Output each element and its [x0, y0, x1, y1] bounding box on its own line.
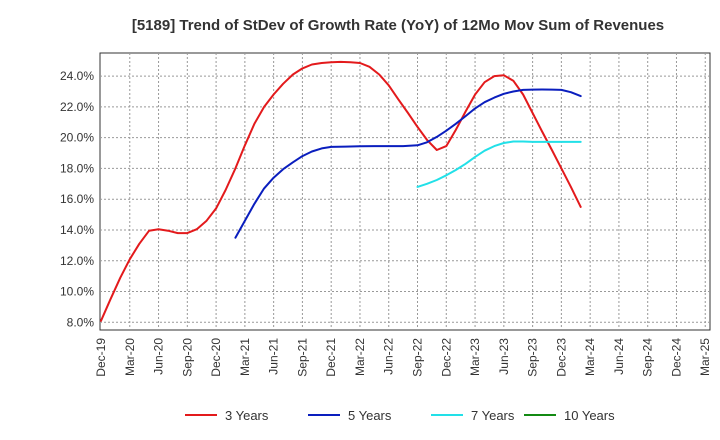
y-tick-label: 12.0%	[60, 254, 94, 268]
series-lines	[100, 60, 582, 322]
x-tick-label: Sep-23	[526, 338, 540, 377]
x-tick-label: Mar-25	[698, 338, 712, 376]
x-tick-label: Mar-23	[468, 338, 482, 376]
x-tick-label: Mar-21	[238, 338, 252, 376]
x-tick-label: Mar-22	[353, 338, 367, 376]
x-tick-label: Jun-21	[267, 338, 281, 375]
grid-lines	[100, 53, 710, 330]
x-tick-label: Jun-23	[497, 338, 511, 375]
y-tick-label: 24.0%	[60, 69, 94, 83]
y-tick-label: 10.0%	[60, 285, 94, 299]
x-tick-label: Dec-21	[324, 338, 338, 377]
x-tick-label: Dec-19	[94, 338, 108, 377]
x-tick-label: Dec-20	[209, 338, 223, 377]
x-tick-label: Jun-24	[612, 338, 626, 375]
legend-label-3-years: 3 Years	[225, 408, 269, 423]
x-tick-label: Jun-20	[152, 338, 166, 375]
x-tick-label: Sep-20	[180, 338, 194, 377]
x-tick-label: Jun-22	[382, 338, 396, 375]
x-tick-label: Mar-20	[123, 338, 137, 376]
y-tick-label: 22.0%	[60, 100, 94, 114]
y-tick-label: 14.0%	[60, 223, 94, 237]
x-tick-label: Dec-22	[439, 338, 453, 377]
x-tick-label: Sep-22	[411, 338, 425, 377]
plot-frame	[99, 52, 711, 331]
y-tick-label: 16.0%	[60, 192, 94, 206]
legend: 3 Years 5 Years 7 Years 10 Years	[185, 408, 615, 423]
x-tick-label: Dec-24	[669, 338, 683, 377]
x-tick-label: Dec-23	[554, 338, 568, 377]
y-axis: 8.0% 10.0% 12.0% 14.0% 16.0% 18.0% 20.0% 22.0% 2…	[60, 69, 94, 329]
series-line-3-years	[100, 60, 582, 322]
plot-area: 8.0% 10.0% 12.0% 14.0% 16.0% 18.0% 20.0% 22.0% 2…	[60, 52, 712, 377]
y-tick-label: 8.0%	[67, 315, 95, 329]
y-tick-label: 20.0%	[60, 131, 94, 145]
series-line-5-years	[234, 88, 582, 239]
x-tick-label: Mar-24	[583, 338, 597, 376]
series-line-7-years	[416, 140, 582, 188]
chart-title: [5189] Trend of StDev of Growth Rate (Yo…	[132, 17, 664, 34]
legend-label-5-years: 5 Years	[348, 408, 392, 423]
x-tick-label: Sep-21	[295, 338, 309, 377]
legend-label-10-years: 10 Years	[564, 408, 615, 423]
y-tick-label: 18.0%	[60, 161, 94, 175]
x-axis: Dec-19 Mar-20 Jun-20 Sep-20 Dec-20 Mar-21 Jun-…	[94, 338, 712, 377]
legend-label-7-years: 7 Years	[471, 408, 515, 423]
x-tick-label: Sep-24	[641, 338, 655, 377]
